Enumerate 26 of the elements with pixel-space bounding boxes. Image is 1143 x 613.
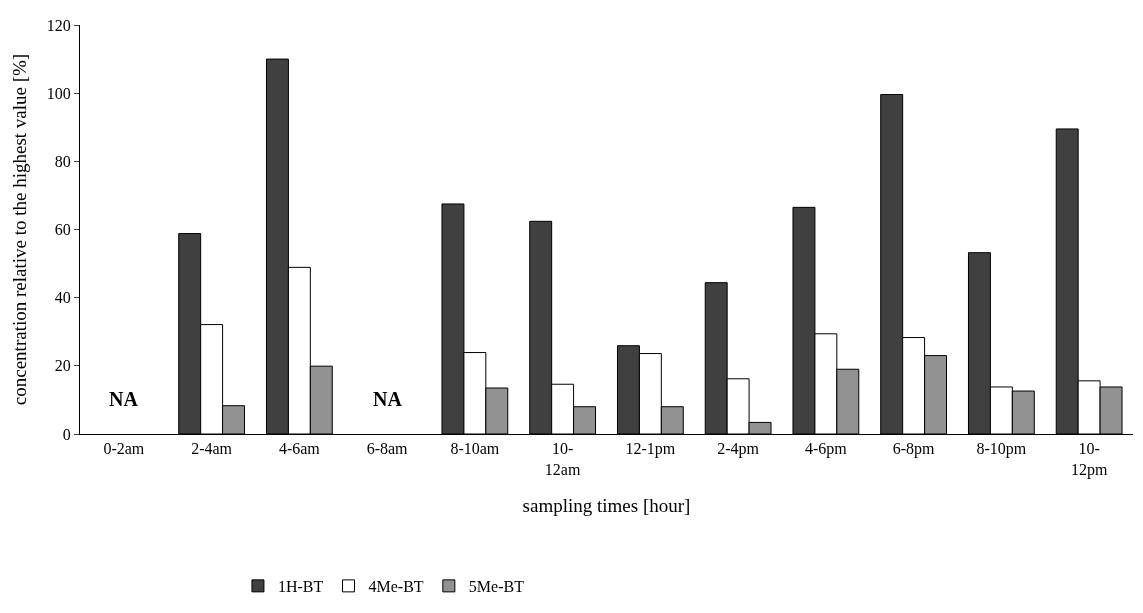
x-tick-label: 10-12am bbox=[544, 440, 581, 478]
x-axis-title: sampling times [hour] bbox=[522, 494, 691, 516]
x-tick-label: 2-4am bbox=[191, 440, 233, 458]
y-tick-label: 40 bbox=[54, 289, 71, 307]
y-tick-label: 100 bbox=[46, 84, 71, 102]
x-tick-label: 10-12pm bbox=[1070, 440, 1108, 479]
y-tick-label: 60 bbox=[54, 221, 71, 239]
x-tick-label: 6-8am bbox=[366, 440, 409, 458]
legend-label: 1H-BT bbox=[277, 578, 324, 596]
x-tick-label: 2-4pm bbox=[717, 440, 760, 459]
x-tick-label: 0-2am bbox=[103, 440, 145, 458]
x-tick-label: 12-1pm bbox=[625, 440, 676, 459]
x-tick-label: 4-6am bbox=[278, 440, 321, 458]
legend-label: 5Me-BT bbox=[468, 578, 525, 596]
annotation: NA bbox=[109, 388, 139, 410]
x-tick-label: 8-10am bbox=[450, 440, 500, 458]
x-tick-label: 6-8pm bbox=[892, 440, 936, 459]
y-tick-label: 20 bbox=[54, 357, 71, 375]
y-tick-label: 0 bbox=[62, 425, 71, 443]
y-tick-label: 80 bbox=[54, 152, 71, 170]
y-tick-label: 120 bbox=[46, 16, 71, 34]
x-tick-label: 8-10pm bbox=[976, 440, 1027, 459]
x-tick-label: 4-6pm bbox=[804, 440, 848, 459]
legend-label: 4Me-BT bbox=[368, 578, 424, 596]
y-axis-title: concentration relative to the highest value [%] bbox=[8, 53, 30, 406]
annotation: NA bbox=[373, 388, 403, 410]
